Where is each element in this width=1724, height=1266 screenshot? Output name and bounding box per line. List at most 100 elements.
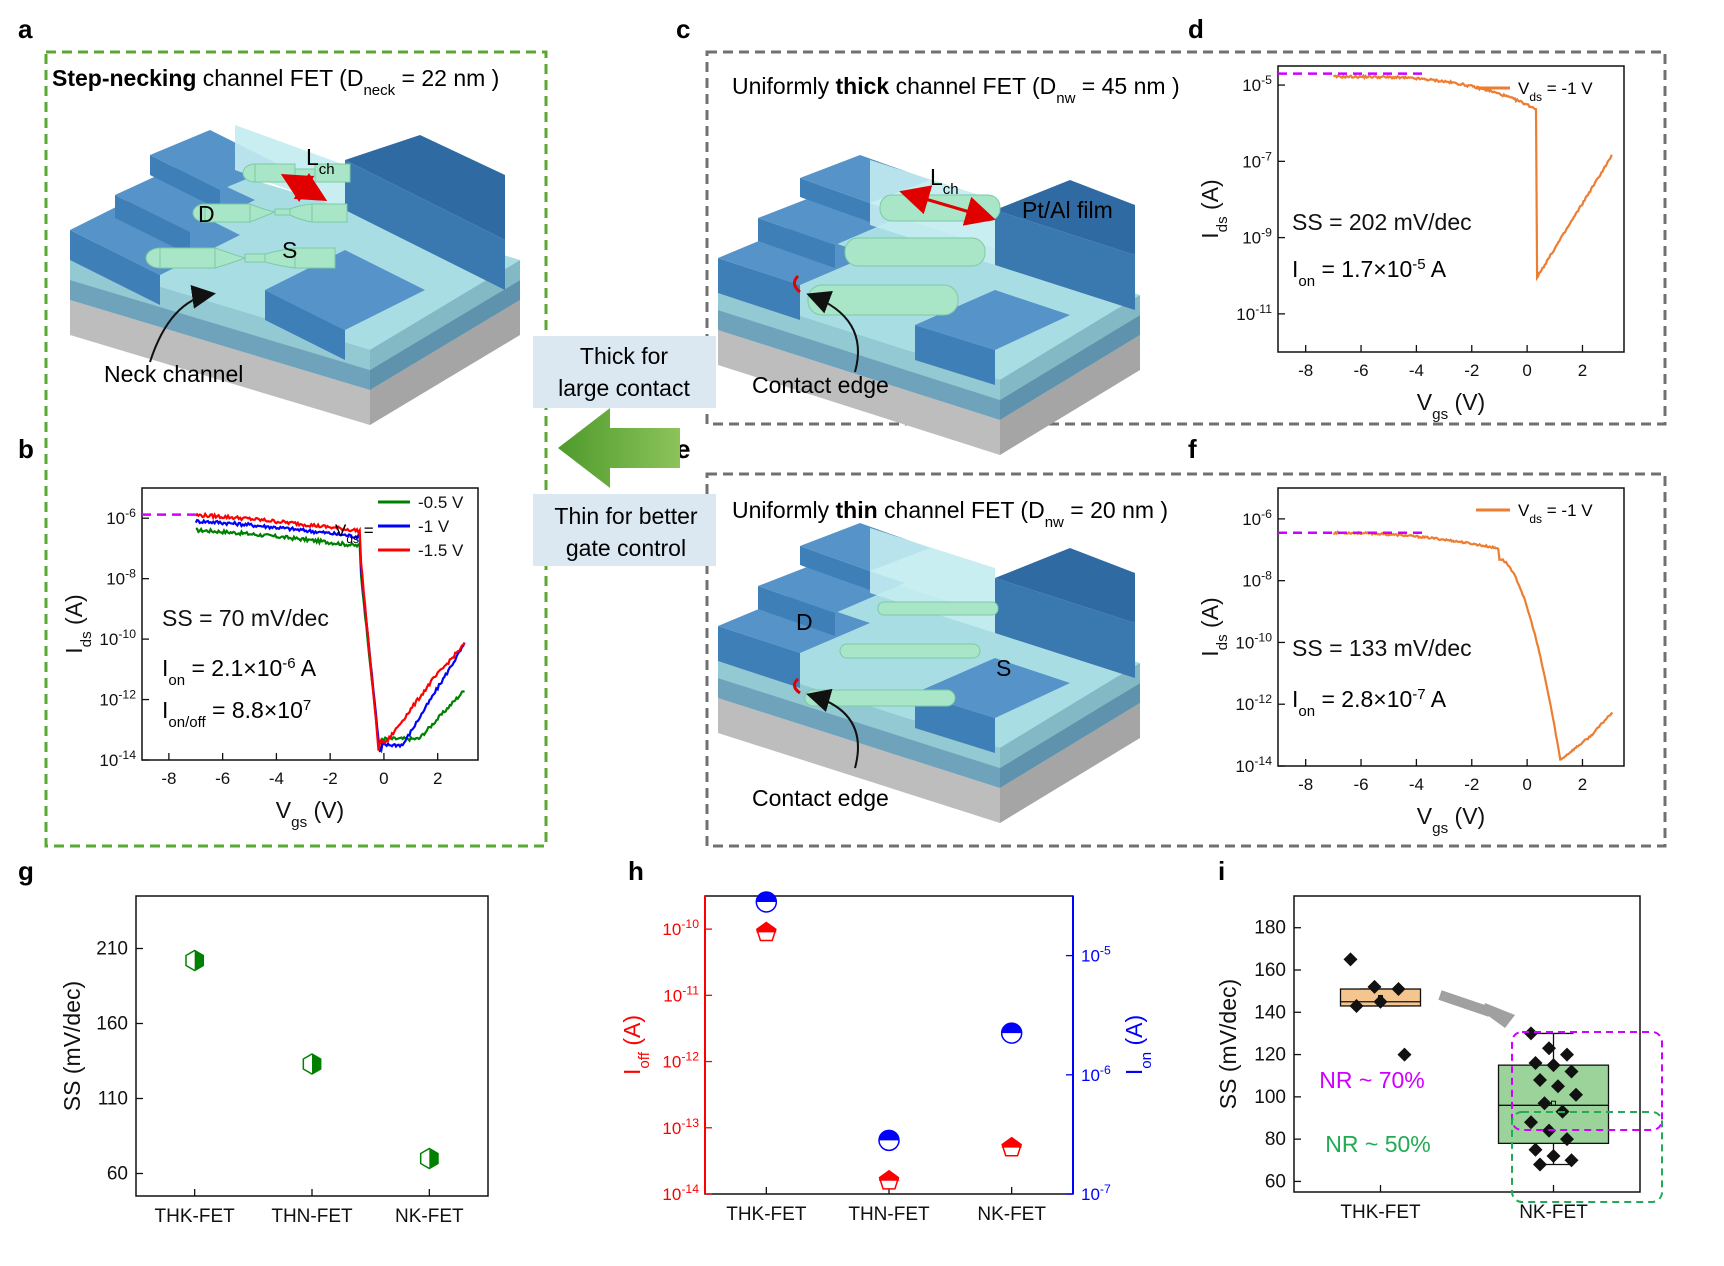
h-ioff-fill-2 xyxy=(1001,1137,1022,1148)
h-right-tick-label-base: 10 xyxy=(1081,947,1100,966)
i-ytick-label: 120 xyxy=(1254,1045,1286,1066)
h-left-tick-label-exp: -12 xyxy=(681,1050,699,1064)
i-point-0-4 xyxy=(1373,994,1388,1009)
panel-a-drain-label: D xyxy=(198,201,215,227)
i-point-1-15 xyxy=(1546,1149,1561,1164)
h-ioff-fill-0 xyxy=(756,922,777,933)
b-ytick-label: 10-14 xyxy=(99,748,136,770)
d-ytick-label-base: 10 xyxy=(1236,305,1255,324)
f-legend-sub: ds xyxy=(1529,512,1542,526)
contact-edge-pointer-e xyxy=(806,688,859,769)
panel-ef-frame xyxy=(705,472,1667,848)
f-xlabel-sub: gs xyxy=(1432,820,1448,837)
panel-e-title: Uniformly thin channel FET (Dnw = 20 nm … xyxy=(732,497,1168,531)
panel-c-lch-main: L xyxy=(930,164,943,190)
panel-c-lch-label: Lch xyxy=(930,164,959,198)
b-legend-label-1: -1 V xyxy=(418,517,450,536)
h-left-tick-label-base: 10 xyxy=(662,1053,681,1072)
g-ytick-label: 210 xyxy=(96,939,128,960)
i-ytick-label: 60 xyxy=(1265,1171,1286,1192)
f-ss-annot: SS = 133 mV/dec xyxy=(1292,635,1472,661)
panel-e-title-rest: channel FET (D xyxy=(878,497,1045,523)
f-legend-end: = -1 V xyxy=(1542,501,1593,520)
i-point-1-8 xyxy=(1569,1087,1583,1102)
thick-note-line2: large contact xyxy=(558,375,690,401)
f-ytick-label: 10-8 xyxy=(1242,569,1272,591)
f-xtick-label: 0 xyxy=(1522,775,1531,794)
i-ylabel: SS (mV/dec) xyxy=(1215,979,1241,1109)
d-xtick-label: -4 xyxy=(1409,361,1424,380)
d-ytick-label-exp: -11 xyxy=(1255,302,1272,316)
i-point-1-5 xyxy=(1564,1064,1579,1079)
b-ss-annot: SS = 70 mV/dec xyxy=(162,605,329,631)
b-ytick-label: 10-8 xyxy=(106,567,136,589)
d-ytick-label: 10-7 xyxy=(1242,149,1272,171)
b-ytick-label-base: 10 xyxy=(106,509,125,528)
i-point-1-2 xyxy=(1560,1047,1574,1062)
f-xlabel: Vgs (V) xyxy=(1417,803,1485,837)
panel-c-title-end: = 45 nm ) xyxy=(1075,73,1179,99)
b-ylabel-unit: (A) xyxy=(61,594,87,631)
chart-g: 60 110 160 210 THK-FET THN-FET NK-FET SS (mV/de… xyxy=(59,895,489,1227)
i-point-1-13 xyxy=(1560,1132,1574,1147)
device-c-illustration xyxy=(718,155,1140,455)
panel-label-g: g xyxy=(18,856,34,886)
i-ytick-label: 180 xyxy=(1254,918,1286,939)
panel-label-b: b xyxy=(18,434,34,464)
b-ion-mid: = 2.1×10 xyxy=(185,655,282,681)
i-point-1-17 xyxy=(1533,1157,1547,1172)
panel-label-d: d xyxy=(1188,14,1204,44)
f-ytick-label-base: 10 xyxy=(1242,510,1261,529)
i-nr70-annot: NR ~ 70% xyxy=(1319,1067,1424,1093)
g-ytick-label: 110 xyxy=(98,1089,128,1110)
b-ytick-label-exp: -10 xyxy=(118,627,136,641)
d-ion-unit: A xyxy=(1426,256,1447,282)
h-right-tick-label: 10-7 xyxy=(1081,1182,1111,1204)
h-ylabel-right-unit: (A) xyxy=(1121,1015,1147,1052)
i-point-1-6 xyxy=(1533,1072,1547,1087)
f-xtick-label: 2 xyxy=(1578,775,1587,794)
neck-channel-pointer xyxy=(149,284,216,363)
i-point-1-9 xyxy=(1537,1096,1552,1111)
d-ion-pre: I xyxy=(1292,256,1298,282)
b-xlabel-sub: gs xyxy=(291,814,307,831)
panel-ab-frame xyxy=(44,50,548,848)
panel-a-title-end: = 22 nm ) xyxy=(395,65,499,91)
h-left-tick-label-exp: -14 xyxy=(681,1182,699,1196)
f-ion-unit: A xyxy=(1426,686,1447,712)
panel-a-source-label: S xyxy=(282,237,297,263)
d-ion-sub: on xyxy=(1298,273,1315,290)
panel-a-neck-label: Neck channel xyxy=(104,361,243,387)
d-xlabel-unit: (V) xyxy=(1448,389,1485,415)
panel-c-lch-sub: ch xyxy=(943,181,959,198)
b-ion-exp: -6 xyxy=(282,655,295,672)
b-ytick-label-base: 10 xyxy=(99,630,118,649)
thin-note-line2: gate control xyxy=(566,535,686,561)
d-ytick-label-exp: -9 xyxy=(1261,226,1272,240)
h-xtick-label: THK-FET xyxy=(726,1204,807,1225)
b-xlabel-unit: (V) xyxy=(307,797,344,823)
d-xlabel-sub: gs xyxy=(1432,406,1448,423)
i-point-1-4 xyxy=(1546,1058,1561,1073)
b-ytick-label: 10-6 xyxy=(106,506,136,528)
b-ytick-label-base: 10 xyxy=(99,751,118,770)
b-ion-annot: Ion = 2.1×10-6 A xyxy=(162,655,317,689)
b-plot-frame xyxy=(141,487,479,761)
b-ytick-label-exp: -6 xyxy=(125,506,136,520)
d-plot-frame xyxy=(1277,65,1625,353)
panel-e-title-bold: thin xyxy=(836,497,878,523)
d-xtick-label: -2 xyxy=(1464,361,1479,380)
d-ylabel-sub: ds xyxy=(1214,216,1231,232)
i-point-0-3 xyxy=(1349,998,1364,1013)
f-ion-exp: -7 xyxy=(1412,686,1425,703)
panel-c-title-sub: nw xyxy=(1056,90,1075,107)
d-ytick-label-exp: -5 xyxy=(1261,73,1272,87)
i-xtick-label: NK-FET xyxy=(1519,1202,1588,1223)
i-ytick-label: 80 xyxy=(1265,1129,1286,1150)
b-ytick-label: 10-12 xyxy=(99,688,136,710)
f-ylabel: Ids (A) xyxy=(1197,597,1231,656)
panel-a-title-rest: channel FET (D xyxy=(196,65,363,91)
